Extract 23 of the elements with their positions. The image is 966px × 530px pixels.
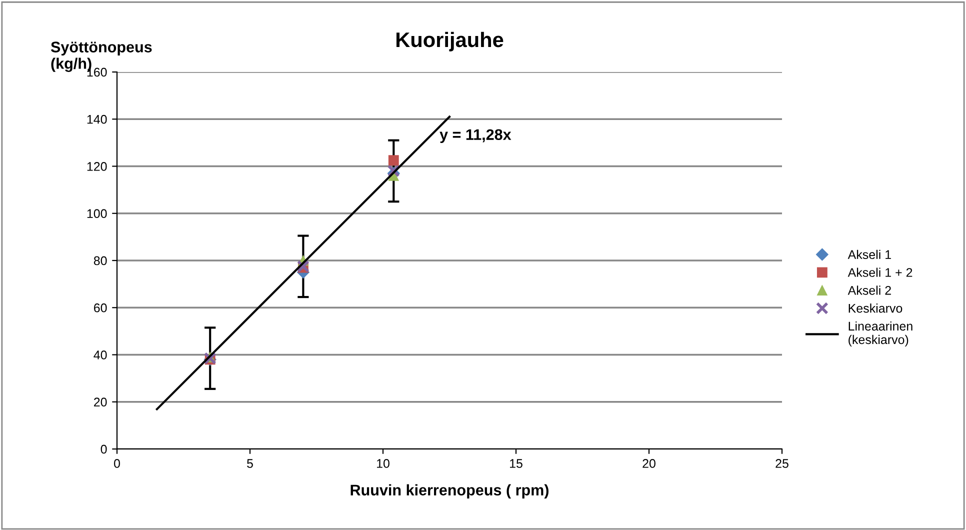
x-tick-label: 25 xyxy=(776,459,788,468)
legend-label: Keskiarvo xyxy=(848,304,902,313)
y-tick-label: 100 xyxy=(87,209,107,218)
y-tick-label: 20 xyxy=(94,398,107,407)
legend-label: Akseli 2 xyxy=(848,286,891,295)
x-tick-label: 10 xyxy=(377,459,390,468)
y-tick-label: 60 xyxy=(94,303,107,312)
legend-label: Akseli 1 xyxy=(848,250,891,260)
y-tick-label: 140 xyxy=(87,114,107,124)
y-tick-label: 80 xyxy=(94,256,107,266)
y-tick-label: 40 xyxy=(94,350,107,360)
x-tick-label: 15 xyxy=(510,459,522,468)
annotation: y = 11,28x xyxy=(440,129,512,144)
chart-title: Kuorijauhe xyxy=(396,32,504,52)
y-tick-label: 0 xyxy=(100,444,107,454)
x-tick-label: 0 xyxy=(114,459,120,468)
y-tick-label: 120 xyxy=(87,162,107,171)
point xyxy=(388,155,399,166)
legend-label: Lineaarinen (keskiarvo) xyxy=(848,321,912,347)
x-tick-label: 5 xyxy=(247,459,253,468)
x-tick-label: 20 xyxy=(642,459,656,468)
x-axis-title: Ruuvin kierrenopeus ( rpm) xyxy=(350,484,548,499)
legend-label: Akseli 1 + 2 xyxy=(848,268,912,277)
